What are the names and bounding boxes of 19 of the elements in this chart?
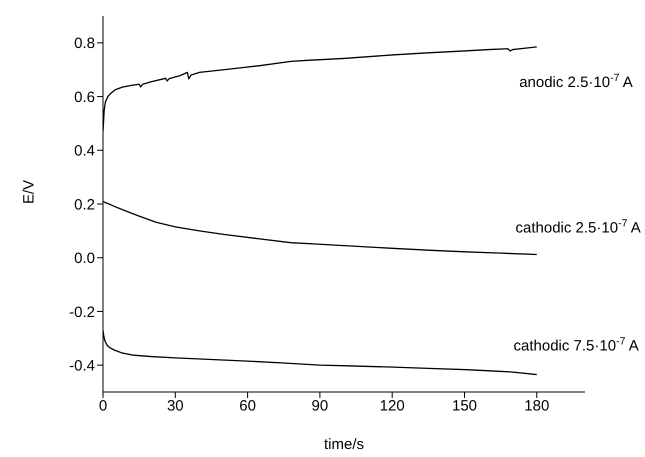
x-tick-label: 120 (380, 398, 405, 415)
y-tick-label: 0.4 (74, 142, 95, 160)
x-tick-label: 60 (239, 398, 256, 415)
y-tick-label: 0.0 (74, 250, 95, 268)
y-tick-label: 0.8 (74, 35, 95, 52)
y-tick-label: 0.6 (74, 88, 95, 106)
x-tick-label: 180 (524, 398, 550, 415)
x-tick-label: 150 (452, 398, 478, 415)
x-tick-label: 90 (312, 398, 328, 415)
y-tick-label: -0.4 (69, 357, 95, 374)
x-axis-title: time/s (324, 436, 364, 453)
y-axis-title: E/V (20, 180, 38, 204)
series-label: cathodic 2.5·10$^{-7}$ A (516, 217, 641, 236)
series-label: cathodic 7.5·10$^{-7}$ A (514, 336, 639, 355)
series-label: anodic 2.5·10$^{-7}$ A (519, 72, 633, 91)
x-tick-label: 0 (98, 398, 108, 415)
y-tick-label: 0.2 (74, 196, 95, 214)
y-tick-label: -0.2 (69, 304, 95, 321)
x-tick-label: 30 (166, 398, 184, 415)
